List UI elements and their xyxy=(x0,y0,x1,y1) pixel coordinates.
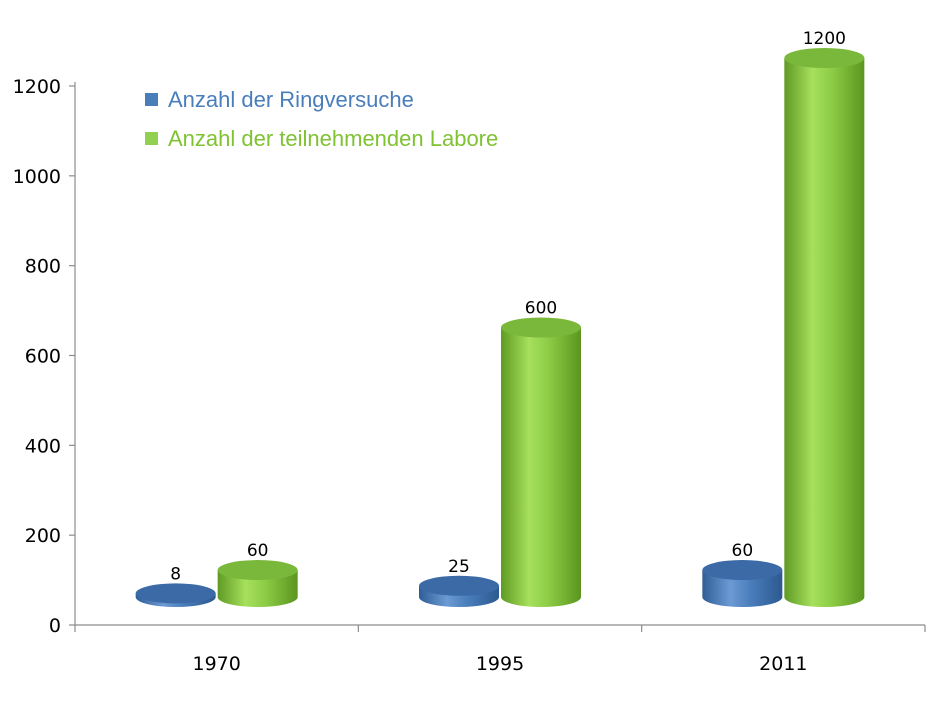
bar-top xyxy=(419,575,499,596)
y-tick-label: 600 xyxy=(25,346,61,368)
y-tick-label: 0 xyxy=(49,615,61,637)
bar-body xyxy=(501,327,581,607)
legend-label-series-1: Anzahl der Ringversuche xyxy=(168,87,414,112)
data-label: 1200 xyxy=(803,29,846,49)
bar-ringversuche-1970: 8 xyxy=(135,564,216,607)
bar-labore-1970: 60 xyxy=(217,541,298,607)
legend-marker-series-1 xyxy=(145,93,158,106)
legend: Anzahl der Ringversuche Anzahl der teiln… xyxy=(145,87,498,151)
y-tick-label: 800 xyxy=(25,256,61,278)
bar-top xyxy=(501,317,581,338)
y-tick-label: 1000 xyxy=(13,166,61,188)
bar-labore-2011: 1200 xyxy=(784,29,865,607)
legend-label-series-2: Anzahl der teilnehmenden Labore xyxy=(168,126,498,151)
data-label: 25 xyxy=(448,557,470,577)
axes: 0 200 400 600 800 1000 1200 1970 1995 2011 xyxy=(13,76,926,675)
y-tick-label: 1200 xyxy=(13,76,61,98)
data-label: 60 xyxy=(732,541,754,561)
bar-ringversuche-2011: 60 xyxy=(702,541,783,607)
data-label: 60 xyxy=(247,541,269,561)
data-label: 600 xyxy=(525,299,557,319)
bar-labore-1995: 600 xyxy=(501,299,581,607)
plot-area: 8 60 25 600 60 1200 xyxy=(135,29,865,607)
bar-ringversuche-1995: 25 xyxy=(419,557,499,607)
bar-top xyxy=(217,560,298,581)
bar-top xyxy=(784,48,865,68)
legend-marker-series-2 xyxy=(145,132,158,145)
x-category-label: 2011 xyxy=(759,653,807,675)
data-label: 8 xyxy=(170,564,181,584)
bar-top xyxy=(702,560,783,581)
y-tick-label: 200 xyxy=(25,525,61,547)
bar-body xyxy=(702,570,783,607)
x-category-label: 1970 xyxy=(192,653,240,675)
y-tick-label: 400 xyxy=(25,435,61,457)
bar-body xyxy=(217,570,298,607)
x-category-label: 1995 xyxy=(476,653,524,675)
bar-body xyxy=(784,58,865,607)
bar-top xyxy=(135,583,216,604)
